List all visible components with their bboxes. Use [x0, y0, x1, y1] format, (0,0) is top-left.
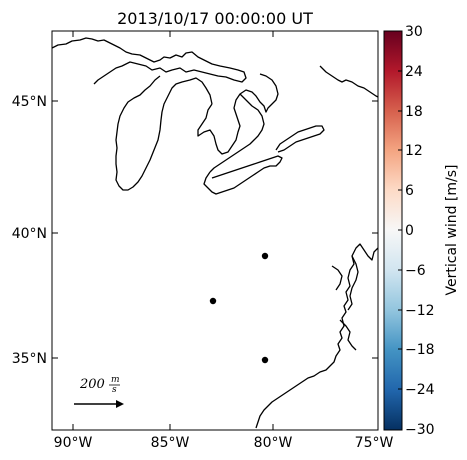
colorbar-label: Vertical wind [m/s]	[444, 165, 460, 296]
colorbar-tick-label: 12	[405, 143, 423, 159]
map-frame	[51, 30, 379, 431]
chesapeake-bay	[331, 255, 359, 351]
colorbar-tick-label: −6	[405, 263, 426, 279]
scale-arrow: 200 m s	[74, 375, 124, 408]
colorbar-tick-label: 0	[405, 223, 414, 239]
station-point	[209, 297, 217, 305]
scale-unit-den: s	[112, 385, 117, 395]
lake-superior-shore	[52, 37, 247, 85]
colorbar-tick-label: −30	[405, 422, 435, 438]
lake-huron-shore	[197, 73, 279, 155]
lake-ontario-shore	[275, 125, 325, 153]
scale-magnitude: 200	[79, 377, 105, 392]
scale-arrow-head	[116, 400, 124, 408]
lake-erie-shore	[203, 155, 283, 195]
colorbar-tick-label: 18	[405, 104, 423, 120]
colorbar-tick-label: 6	[405, 183, 414, 199]
scale-unit-num: m	[111, 375, 120, 385]
colorbar-ticks	[398, 70, 402, 390]
colorbar-tick-label: 30	[405, 24, 423, 40]
lon-label-90w: 90°W	[54, 435, 93, 451]
station-point	[261, 356, 269, 364]
map-title: 2013/10/17 00:00:00 UT	[117, 9, 313, 28]
lat-label-35: 35°N	[12, 351, 47, 367]
station-points	[209, 252, 269, 364]
colorbar-tick-label: −24	[405, 382, 435, 398]
colorbar-tick-label: 24	[405, 64, 423, 80]
st-lawrence-shore	[319, 65, 378, 98]
map-ticks	[52, 31, 379, 430]
lat-label-40: 40°N	[12, 226, 47, 242]
coastlines	[52, 37, 378, 429]
east-coast	[255, 243, 378, 429]
colorbar-tick-label: −12	[405, 303, 435, 319]
colorbar-tick-labels: 30 24 18 12 6 0 −6 −12 −18 −24 −30	[405, 24, 435, 438]
lon-label-80w: 80°W	[254, 435, 293, 451]
lat-label-45: 45°N	[12, 94, 47, 110]
lake-michigan-shore	[115, 75, 213, 191]
colorbar-tick-label: −18	[405, 342, 435, 358]
lon-label-85w: 85°W	[151, 435, 190, 451]
lon-label-75w: 75°W	[355, 435, 394, 451]
station-point	[261, 252, 269, 260]
georgian-bay	[209, 93, 265, 173]
